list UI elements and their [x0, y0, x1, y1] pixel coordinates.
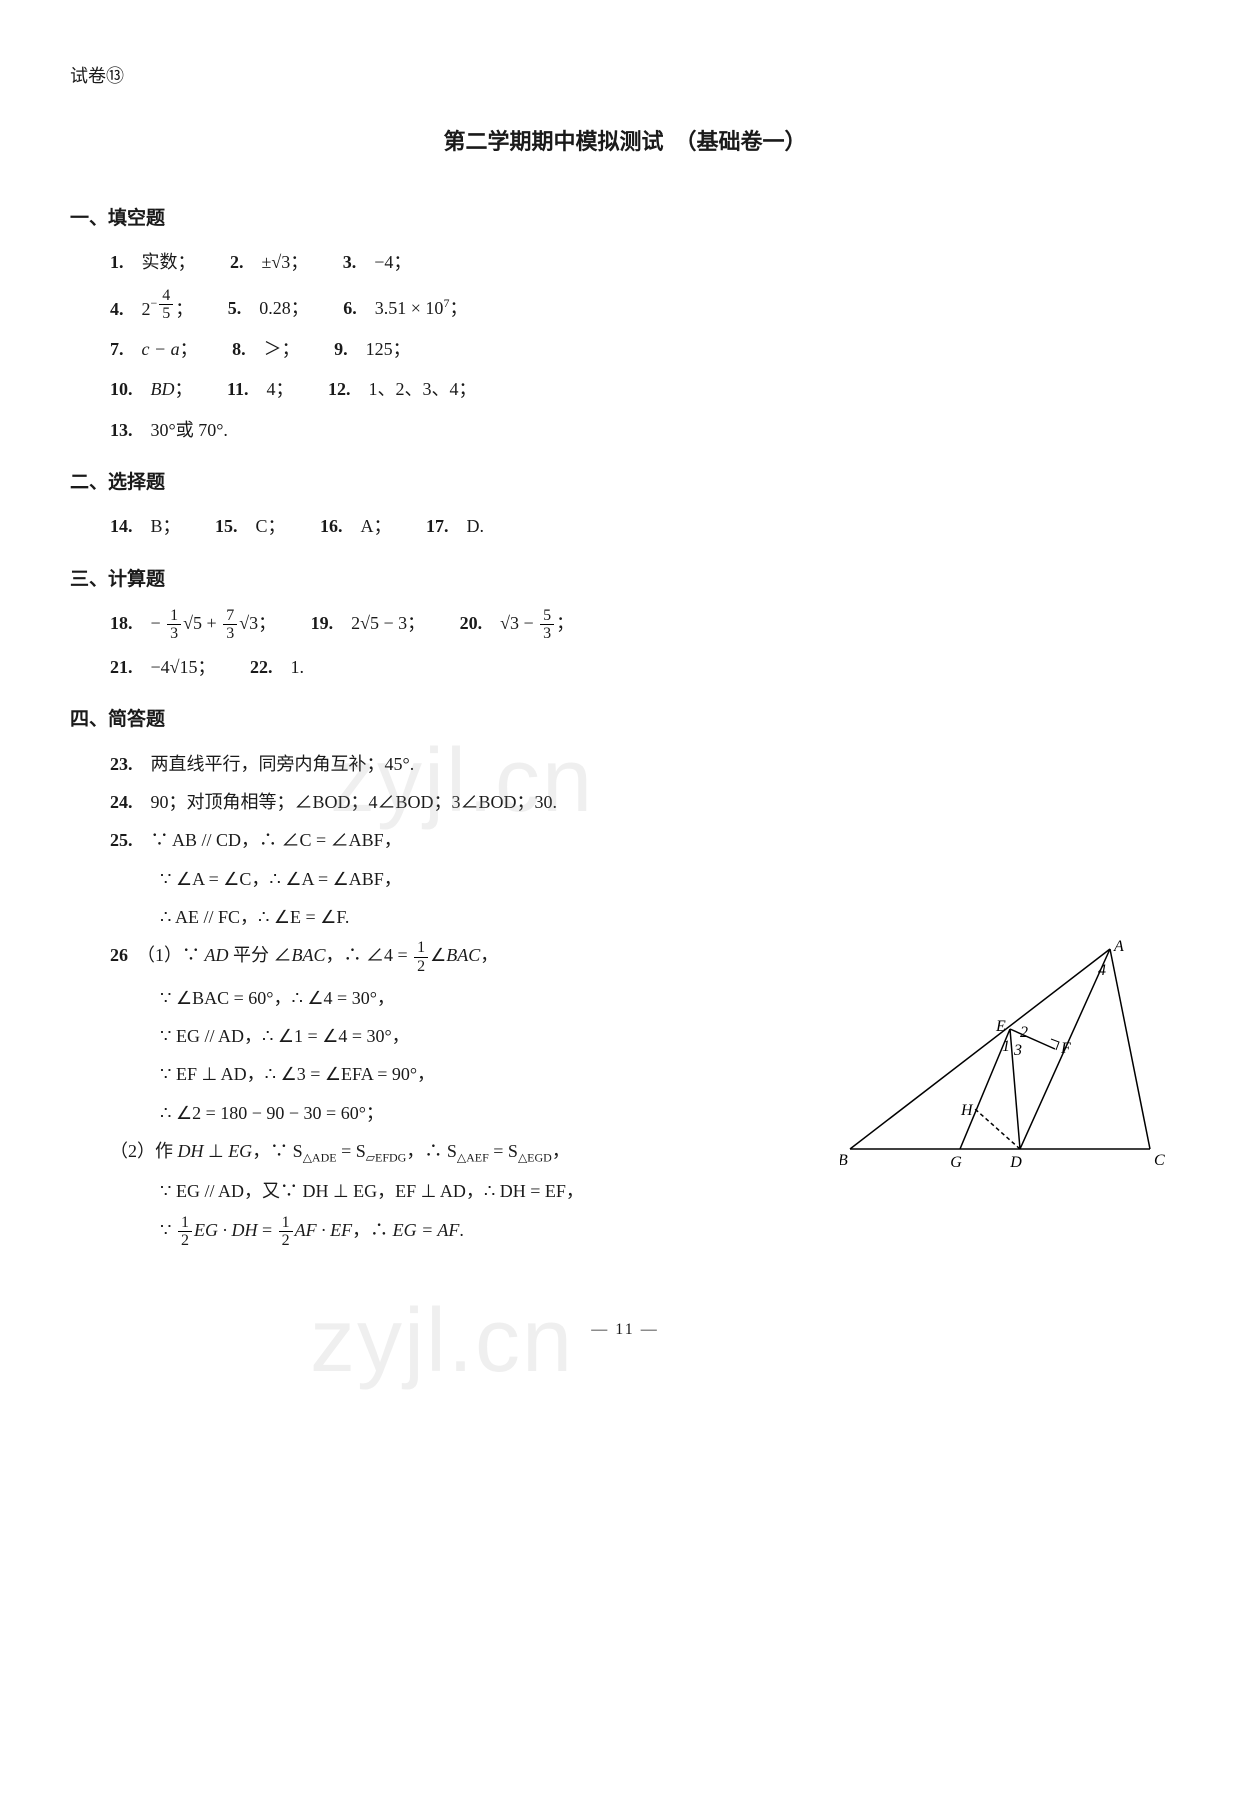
section-4-heading: 四、简答题: [70, 703, 1180, 737]
q24: 24. 90；对顶角相等；∠BOD；4∠BOD；3∠BOD；30.: [110, 786, 1180, 818]
svg-text:2: 2: [1020, 1024, 1028, 1041]
svg-text:1: 1: [1002, 1038, 1010, 1055]
svg-text:C: C: [1154, 1152, 1165, 1169]
q25-l3: ∴ AE // FC，∴ ∠E = ∠F.: [160, 901, 1180, 933]
exam-label: 试卷⑬: [70, 60, 1180, 92]
s1-row-1: 1. 实数； 2. ±√3； 3. −4；: [110, 246, 1180, 278]
svg-text:E: E: [995, 1018, 1006, 1035]
q26-p2-l2: ∵ EG // AD，又∵ DH ⊥ EG，EF ⊥ AD，∴ DH = EF，: [160, 1175, 820, 1207]
q26-p1-l4: ∵ EF ⊥ AD，∴ ∠3 = ∠EFA = 90°，: [160, 1058, 820, 1090]
section-3-heading: 三、计算题: [70, 563, 1180, 597]
s2-row-1: 14. B； 15. C； 16. A； 17. D.: [110, 510, 1180, 542]
svg-text:H: H: [960, 1102, 974, 1119]
s1-row-5: 13. 30°或 70°.: [110, 414, 1180, 446]
page-number: — 11 —: [70, 1316, 1180, 1345]
q26-p1-l2: ∵ ∠BAC = 60°，∴ ∠4 = 30°，: [160, 982, 820, 1014]
q23: 23. 两直线平行，同旁内角互补；45°.: [110, 748, 1180, 780]
svg-text:D: D: [1009, 1154, 1022, 1171]
svg-text:A: A: [1113, 939, 1124, 955]
q26-p1-l3: ∵ EG // AD，∴ ∠1 = ∠4 = 30°，: [160, 1020, 820, 1052]
s1-row-3: 7. c − a； 8. ＞； 9. 125；: [110, 333, 1180, 365]
q25-l2: ∵ ∠A = ∠C，∴ ∠A = ∠ABF，: [160, 863, 1180, 895]
q25-l1: 25. ∵ AB // CD，∴ ∠C = ∠ABF，: [110, 824, 1180, 856]
q26-p1-l1: 26 （1）∵ AD 平分 ∠BAC，∴ ∠4 = 12∠BAC，: [110, 939, 820, 975]
s3-row-2: 21. −4√15； 22. 1.: [110, 651, 1180, 683]
svg-text:B: B: [840, 1152, 848, 1169]
section-2-heading: 二、选择题: [70, 466, 1180, 500]
s3-row-1: 18. − 13√5 + 73√3； 19. 2√5 − 3； 20. √3 −…: [110, 607, 1180, 643]
svg-text:3: 3: [1013, 1042, 1022, 1059]
page-title: 第二学期期中模拟测试 （基础卷一）: [70, 122, 1180, 162]
q26-p2-l1: （2）作 DH ⊥ EG，∵ S△ADE = S▱EFDG，∴ S△AEF = …: [110, 1135, 820, 1169]
q26-figure: A B C D G E F H 123 4: [840, 939, 1180, 1189]
q26-p1-l5: ∴ ∠2 = 180 − 90 − 30 = 60°；: [160, 1097, 820, 1129]
svg-text:G: G: [950, 1154, 962, 1171]
q26-p2-l3: ∵ 12EG · DH = 12AF · EF，∴ EG = AF.: [160, 1214, 820, 1250]
s1-row-2: 4. 2−45； 5. 0.28； 6. 3.51 × 107；: [110, 287, 1180, 325]
section-1-heading: 一、填空题: [70, 202, 1180, 236]
s1-row-4: 10. BD； 11. 4； 12. 1、2、3、4；: [110, 373, 1180, 405]
svg-text:4: 4: [1098, 962, 1106, 979]
svg-text:F: F: [1060, 1040, 1071, 1057]
